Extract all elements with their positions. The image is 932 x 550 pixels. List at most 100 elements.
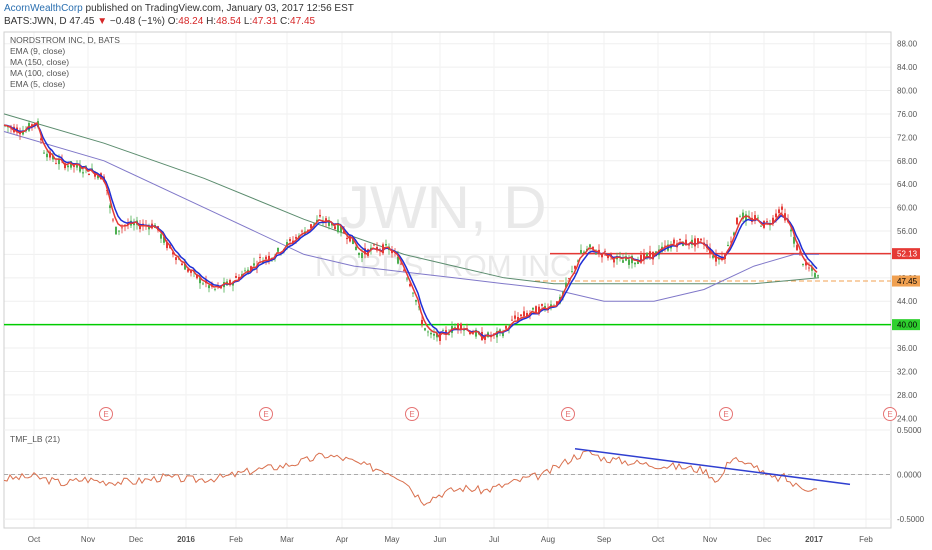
earnings-icon [405,407,419,421]
candle-body [736,217,738,225]
candle-body [607,255,609,259]
x-tick-label: 2016 [177,535,195,544]
candle-body [400,263,402,265]
candle-body [253,263,255,266]
candle-body [196,274,198,279]
candle-body [406,278,408,280]
candle-body [601,253,603,258]
price-tag-52: 52.13 [892,248,920,260]
candle-body [664,245,666,247]
candle-body [340,225,342,233]
candle-body [235,276,237,278]
tmf-trendline[interactable] [574,447,851,486]
candle-body [766,221,768,223]
candle-body [232,282,234,286]
candle-body [409,284,411,287]
y-tick-label: 60.00 [897,204,918,213]
candle-body [448,333,450,335]
candle-body [313,223,315,225]
candle-body [577,260,579,262]
candle-body [202,283,204,285]
candle-body [517,317,519,321]
candle-body [718,258,720,260]
candle-body [571,271,573,272]
time-axis[interactable]: Oct Nov Dec 2016 Feb Mar Apr May Jun Jul Aug Sep Oct… [28,535,874,544]
candle-body [295,236,297,239]
candle-body [460,323,462,330]
legend-ma150: MA (150, close) [10,57,69,67]
candle-body [403,269,405,271]
change-value: −0.48 (−1%) [109,16,165,27]
candle-body [433,333,435,336]
ema5-line [3,121,818,339]
candle-body [244,270,246,272]
candle-body [733,232,735,236]
candle-body [802,264,804,266]
earnings-letter: E [103,410,108,419]
candle-body [532,307,534,310]
earnings-letter: E [887,410,892,419]
y-tick-label: 68.00 [897,157,918,166]
candle-body [511,319,513,321]
candle-body [793,236,795,244]
tmf-label: TMF_LB (21) [10,434,60,444]
candle-body [214,288,216,290]
y-tick-label: 84.00 [897,63,918,72]
candle-body [289,239,291,242]
tmf-line [3,449,818,506]
candle-body [808,267,810,269]
candle-body [187,269,189,272]
candle-body [649,251,651,257]
candle-body [172,252,174,255]
candle-body [118,230,120,232]
candle-body [700,238,702,241]
candle-body [688,244,690,246]
candle-body [181,263,183,266]
earnings-letter: E [723,410,728,419]
candle-body [514,315,516,319]
down-arrow-icon: ▼ [97,16,108,27]
candle-body [499,329,501,332]
candle-body [646,253,648,257]
candle-body [799,251,801,253]
price-tag-47: 47.45 [892,275,920,287]
candle-body [472,333,474,335]
x-tick-label: May [384,535,399,544]
candle-body [250,266,252,272]
open-label: O: [164,16,179,27]
candle-body [565,282,567,288]
candle-body [679,238,681,240]
x-tick-label: Aug [541,535,555,544]
candle-body [469,332,471,335]
candle-body [745,214,747,222]
candle-body [346,237,348,240]
y-tick-label: 88.00 [897,40,918,49]
candle-body [259,257,261,258]
candle-body [49,151,51,158]
candle-body [634,262,636,265]
chart-header: AcornWealthCorp published on TradingView… [4,2,354,28]
tmf-tick-label: -0.5000 [897,515,925,524]
svg-text:47.45: 47.45 [897,277,918,286]
tmf-tick-label: 0.5000 [897,426,922,435]
candle-body [454,327,456,329]
candle-body [184,263,186,270]
candle-body [64,163,66,169]
x-tick-label: Dec [757,535,771,544]
x-tick-label: Apr [336,535,349,544]
candle-body [55,163,57,165]
candle-body [595,253,597,255]
candle-body [160,234,162,239]
candle-body [73,165,75,167]
price-axis[interactable]: 88.00 84.00 80.00 76.00 72.00 68.00 64.00 60.00… [897,40,918,424]
legend-ema5: EMA (5, close) [10,79,65,89]
candle-body [94,172,96,177]
author-link[interactable]: AcornWealthCorp [4,3,83,14]
publish-line: AcornWealthCorp published on TradingView… [4,2,354,15]
y-tick-label: 24.00 [897,414,918,423]
tmf-pane-border [3,429,892,529]
y-tick-label: 64.00 [897,180,918,189]
candle-body [115,226,117,235]
candle-body [466,328,468,330]
